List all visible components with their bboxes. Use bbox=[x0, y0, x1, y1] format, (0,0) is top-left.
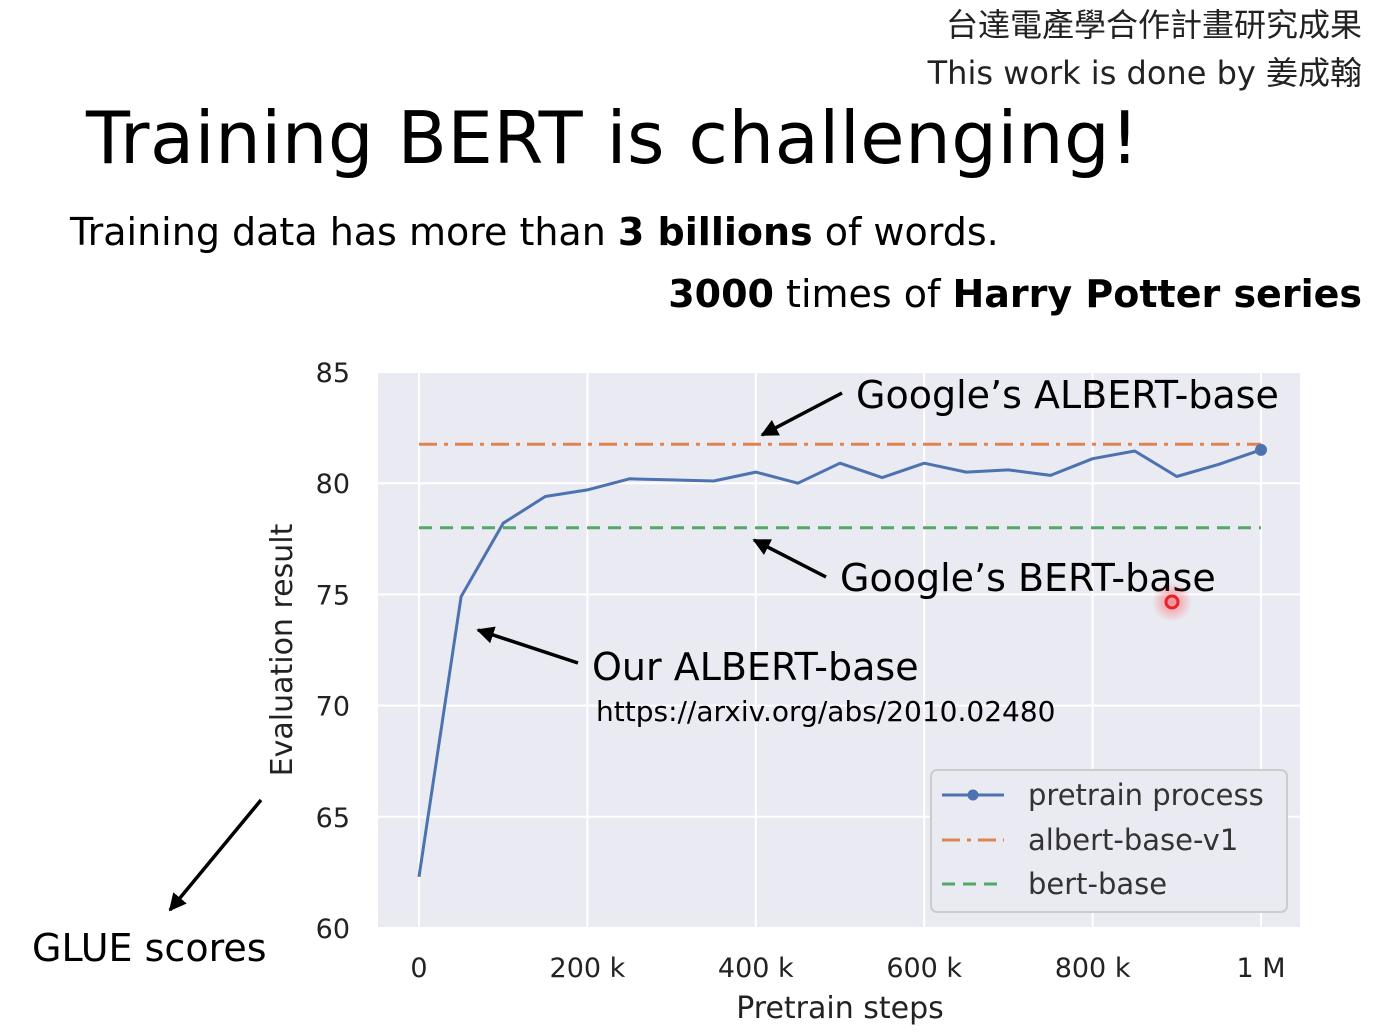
cursor-marker bbox=[1152, 582, 1192, 622]
annotation-text-glue: GLUE scores bbox=[32, 926, 267, 970]
x-tick-label: 1 M bbox=[1236, 953, 1285, 984]
comparison-text: times of bbox=[773, 272, 953, 316]
arrow-to-glue-label bbox=[168, 798, 263, 912]
axis-ticks: 0 200 k 400 k 600 k 800 k 1 M 60 65 70 75 80 85 bbox=[316, 358, 1286, 984]
legend: pretrain process albert-base-v1 bert-bas… bbox=[930, 769, 1288, 913]
x-axis-label: Pretrain steps bbox=[736, 991, 944, 1026]
legend-label-pretrain: pretrain process bbox=[1028, 778, 1264, 812]
cursor-glow bbox=[1152, 582, 1192, 622]
x-tick-label: 400 k bbox=[718, 953, 794, 984]
x-tick-label: 200 k bbox=[550, 953, 626, 984]
arrow-to-our-curve bbox=[476, 626, 579, 665]
y-axis-label: Evaluation result bbox=[265, 523, 300, 776]
x-tick-label: 600 k bbox=[886, 953, 962, 984]
y-tick-label: 70 bbox=[316, 692, 350, 723]
credit-line-chinese: 台達電產學合作計畫研究成果 bbox=[945, 6, 1362, 44]
annotation-text-google-albert: Google’s ALBERT-base bbox=[856, 373, 1279, 417]
legend-marker-pretrain bbox=[967, 789, 979, 801]
x-tick-label: 800 k bbox=[1055, 953, 1131, 984]
series-end-marker bbox=[1255, 443, 1267, 456]
legend-box bbox=[930, 769, 1288, 913]
statement-text-end: of words. bbox=[812, 210, 999, 254]
arrow-to-albert-line bbox=[760, 391, 843, 437]
annotation-text-google-bert: Google’s BERT-base bbox=[840, 556, 1216, 600]
paper-url: https://arxiv.org/abs/2010.02480 bbox=[596, 695, 1055, 728]
y-tick-label: 85 bbox=[316, 358, 350, 389]
annotation-text-our-albert: Our ALBERT-base bbox=[592, 645, 919, 689]
harry-potter-comparison: 3000 times of Harry Potter series bbox=[668, 272, 1362, 316]
annotation-google-bert: Google’s BERT-base bbox=[752, 538, 1216, 600]
training-data-statement: Training data has more than 3 billions o… bbox=[70, 210, 999, 254]
series-line-pretrain-process bbox=[417, 448, 1262, 878]
cursor-ring bbox=[1164, 594, 1180, 610]
annotation-google-albert: Google’s ALBERT-base bbox=[760, 373, 1279, 437]
legend-label-albert: albert-base-v1 bbox=[1028, 823, 1238, 857]
legend-label-bert: bert-base bbox=[1028, 867, 1167, 901]
statement-text-start: Training data has more than bbox=[70, 210, 618, 254]
reference-lines bbox=[419, 442, 1261, 530]
statement-highlight-billions: 3 billions bbox=[617, 210, 813, 254]
slide-title: Training BERT is challenging! bbox=[86, 96, 1140, 180]
credit-line-author: This work is done by 姜成翰 bbox=[927, 54, 1362, 92]
y-tick-label: 80 bbox=[316, 469, 350, 500]
annotation-glue: GLUE scores bbox=[32, 798, 267, 970]
arrow-to-bert-line bbox=[752, 538, 827, 579]
comparison-number: 3000 bbox=[668, 272, 774, 316]
y-tick-label: 65 bbox=[316, 803, 350, 834]
comparison-series-name: Harry Potter series bbox=[952, 272, 1362, 316]
y-tick-label: 75 bbox=[316, 580, 350, 611]
y-tick-label: 60 bbox=[316, 914, 350, 945]
pretrain-series bbox=[417, 443, 1267, 878]
annotation-our-albert: Our ALBERT-base https://arxiv.org/abs/20… bbox=[476, 626, 1055, 728]
x-tick-label: 0 bbox=[410, 953, 427, 984]
